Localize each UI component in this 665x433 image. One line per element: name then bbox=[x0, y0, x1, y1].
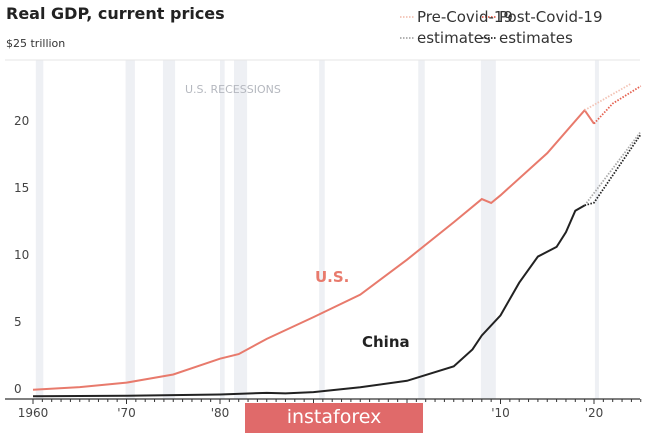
series-line bbox=[32, 204, 586, 398]
series-label-us: U.S. bbox=[315, 268, 349, 286]
y-tick-label: 5 bbox=[14, 315, 22, 329]
y-tick-label: 20 bbox=[14, 114, 29, 128]
x-tick-label: '70 bbox=[117, 406, 136, 420]
recession-band bbox=[35, 60, 44, 399]
recession-band bbox=[162, 60, 176, 399]
series-line bbox=[584, 82, 632, 112]
y-tick-label: 0 bbox=[14, 382, 22, 396]
x-tick-label: '80 bbox=[211, 406, 230, 420]
watermark: instaforex bbox=[245, 403, 423, 433]
recession-band bbox=[418, 60, 425, 399]
y-tick-label: 15 bbox=[14, 181, 29, 195]
series-label-china: China bbox=[362, 333, 410, 351]
recession-band bbox=[480, 60, 496, 399]
legend-label: estimates bbox=[499, 29, 573, 47]
series-line bbox=[584, 133, 642, 207]
chart-title: Real GDP, current prices bbox=[6, 4, 225, 23]
recession-band bbox=[234, 60, 248, 399]
x-tick-label: '20 bbox=[585, 406, 604, 420]
recessions-label: U.S. RECESSIONS bbox=[185, 83, 281, 96]
y-tick-label: 10 bbox=[14, 248, 29, 262]
recession-band bbox=[319, 60, 325, 399]
recession-band bbox=[220, 60, 225, 399]
series-line bbox=[593, 85, 642, 125]
series-line bbox=[32, 108, 595, 391]
x-tick-label: '10 bbox=[491, 406, 510, 420]
series-line bbox=[583, 131, 642, 206]
recession-band bbox=[125, 60, 135, 399]
legend-label: estimates bbox=[417, 29, 491, 47]
legend-label: Pre-Covid-19 bbox=[417, 8, 513, 26]
recession-band bbox=[594, 60, 599, 399]
legend-label: Post-Covid-19 bbox=[499, 8, 603, 26]
y-unit-label: $25 trillion bbox=[6, 37, 65, 50]
x-tick-label: 1960 bbox=[18, 406, 49, 420]
